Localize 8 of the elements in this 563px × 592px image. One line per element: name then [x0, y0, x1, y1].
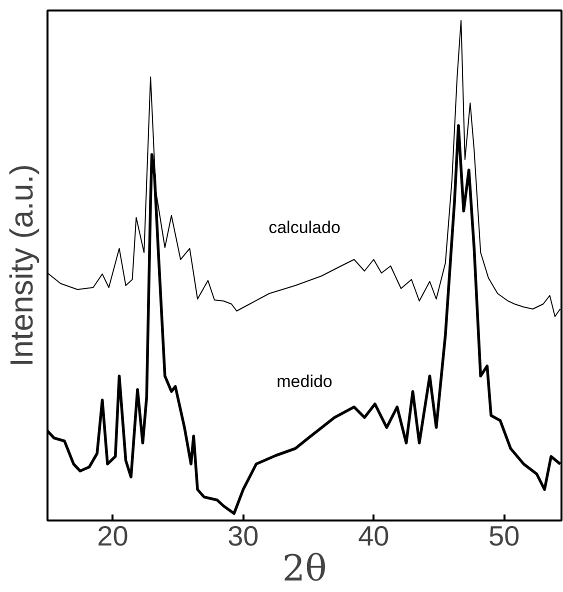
x-tick-label: 20 — [97, 520, 128, 552]
y-axis-title: Intensity (a.u.) — [4, 164, 40, 367]
x-axis-title: 2θ — [282, 548, 327, 590]
x-tick-label: 50 — [488, 520, 520, 552]
x-tick-label: 40 — [358, 520, 390, 552]
series-label: calculado — [268, 218, 340, 238]
series-label: medido — [276, 372, 332, 392]
x-tick-label: 30 — [228, 520, 259, 552]
